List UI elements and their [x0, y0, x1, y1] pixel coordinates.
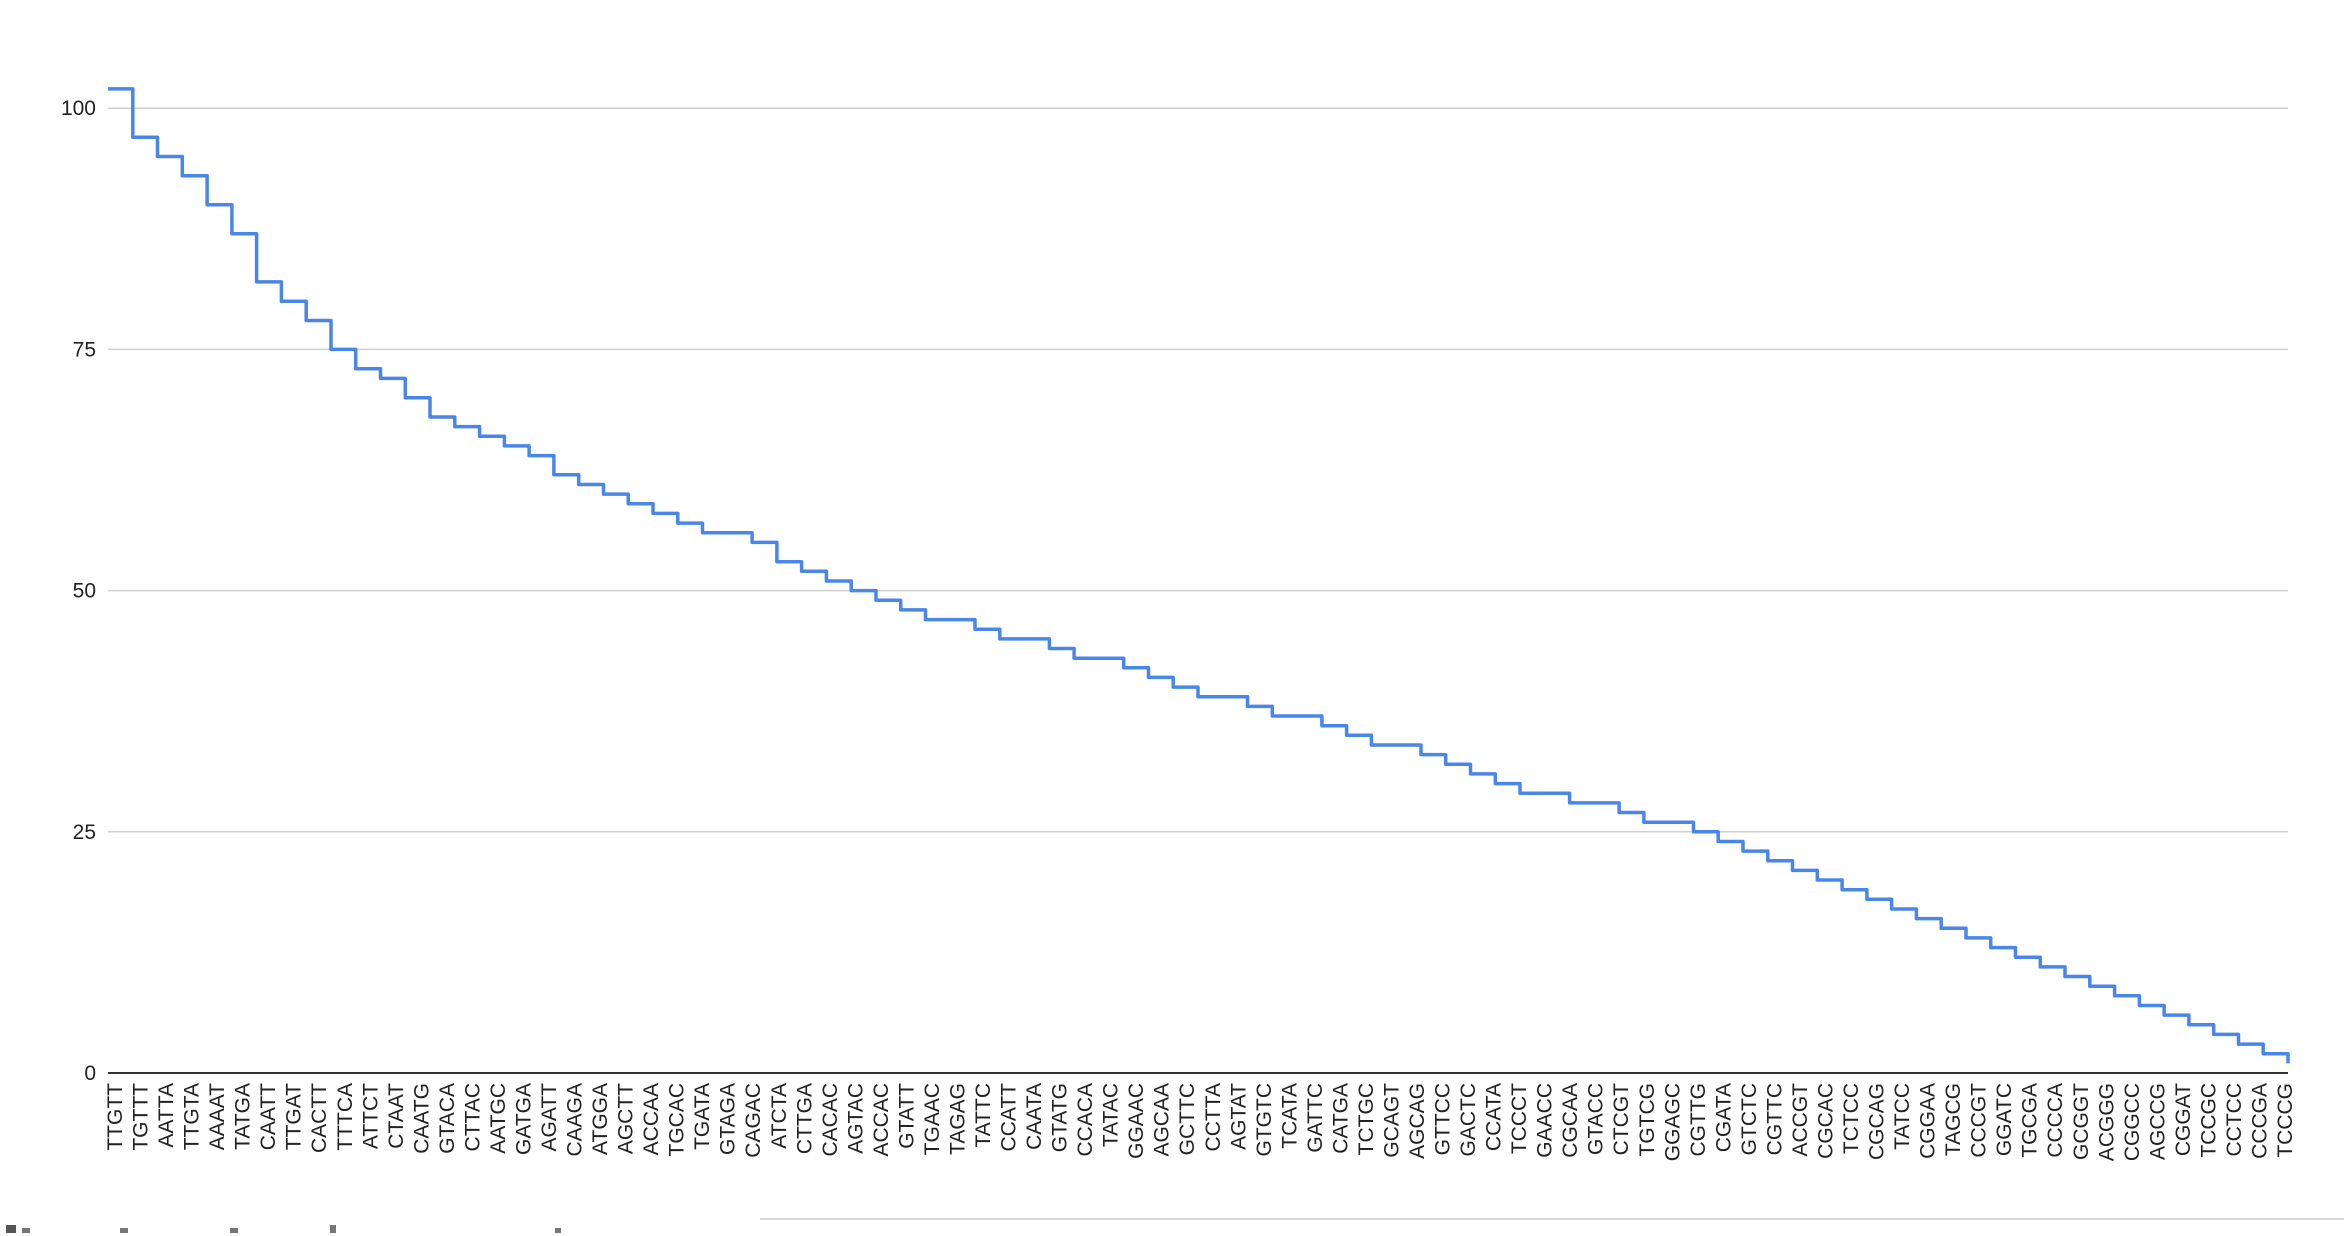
x-tick-label: ATGGA [589, 1083, 612, 1155]
x-tick-label: CGCAG [1866, 1083, 1889, 1160]
x-tick-label: CAAGA [564, 1083, 587, 1157]
x-tick-label: GACTC [1457, 1083, 1480, 1157]
x-tick-label: CGTTC [1763, 1083, 1786, 1155]
x-tick-label: TCTGC [1355, 1083, 1378, 1155]
x-tick-label: TTGTT [104, 1083, 127, 1151]
x-tick-label: TAGCG [1942, 1083, 1965, 1156]
x-tick-label: CTTGA [793, 1083, 816, 1154]
x-tick-label: GTAGA [717, 1083, 740, 1155]
x-tick-label: CGATA [1712, 1083, 1735, 1152]
x-tick-label: TGCAC [666, 1083, 689, 1157]
y-tick-label: 25 [73, 821, 96, 844]
x-tick-label: CGCAA [1559, 1083, 1582, 1158]
x-tick-label: AGCAG [1406, 1083, 1429, 1159]
x-tick-label: TGCGA [2019, 1083, 2042, 1158]
x-tick-label: CGTTG [1687, 1083, 1710, 1157]
x-tick-label: CCTCC [2223, 1083, 2246, 1157]
x-tick-label: TTGAT [283, 1083, 306, 1150]
x-tick-label: AGCAA [1151, 1083, 1174, 1157]
x-tick-label: CCCGA [2249, 1083, 2272, 1159]
y-tick-label: 100 [61, 97, 96, 120]
x-tick-label: GTTCC [1432, 1083, 1455, 1155]
x-tick-label: ATCTA [768, 1083, 791, 1149]
x-tick-label: AGATT [538, 1083, 561, 1152]
x-tick-label: GTCTC [1738, 1083, 1761, 1155]
x-tick-label: GCTTC [1176, 1083, 1199, 1155]
x-tick-label: CAGAC [742, 1083, 765, 1158]
x-tick-label: GTATT [895, 1083, 918, 1149]
x-tick-label: CAATT [257, 1083, 280, 1150]
x-tick-label: CACAC [819, 1083, 842, 1157]
x-tick-label: TCCGC [2197, 1083, 2220, 1158]
x-tick-label: CCCCA [2044, 1083, 2067, 1158]
x-tick-label: AGTAC [844, 1083, 867, 1154]
x-tick-label: GGAGC [1661, 1083, 1684, 1161]
x-tick-label: GTACA [436, 1083, 459, 1154]
x-tick-label: CTAAT [385, 1083, 408, 1149]
x-tick-label: TATCC [1891, 1083, 1914, 1150]
x-tick-label: GTATG [1049, 1083, 1072, 1152]
x-tick-label: CGGAA [1917, 1083, 1940, 1159]
x-tick-label: CTTAC [461, 1083, 484, 1151]
cropped-bottom-strip [6, 1218, 2344, 1233]
x-tick-label: CCATA [1483, 1083, 1506, 1151]
x-tick-label: GCGGT [2070, 1083, 2093, 1160]
x-tick-label: ACGGG [2095, 1083, 2118, 1161]
y-tick-label: 0 [84, 1062, 96, 1085]
x-tick-label: AGCTT [615, 1083, 638, 1154]
x-tick-label: TATTC [972, 1083, 995, 1148]
x-tick-label: CCCGT [1968, 1083, 1991, 1158]
x-tick-label: GATGA [513, 1083, 536, 1155]
x-tick-label: TGTCG [1636, 1083, 1659, 1157]
x-tick-label: AAAAT [206, 1083, 229, 1150]
x-tick-label: CGGCC [2121, 1083, 2144, 1161]
x-tick-label: AATTA [155, 1083, 178, 1148]
x-tick-label: GATTC [1304, 1083, 1327, 1153]
x-tick-label: AGCCG [2146, 1083, 2169, 1160]
series-layer [108, 87, 2290, 1064]
x-tick-label: CACTT [308, 1083, 331, 1153]
x-tick-label: CCTTA [1202, 1083, 1225, 1151]
x-tick-label: GGAAC [1125, 1083, 1148, 1159]
x-tick-label: TGATA [691, 1083, 714, 1150]
x-tick-label: CCATT [998, 1083, 1021, 1152]
x-tick-label: GTGTC [1253, 1083, 1276, 1157]
x-tick-label: TCCCT [1508, 1083, 1531, 1154]
x-tick-label: CTCGT [1610, 1083, 1633, 1155]
x-tick-label: CCACA [1074, 1083, 1097, 1157]
x-tick-label: CAATA [1023, 1083, 1046, 1150]
x-tick-label: ATTCT [359, 1083, 382, 1149]
x-tick-label: TTTCA [334, 1083, 357, 1151]
x-tick-label: AATGC [487, 1083, 510, 1154]
x-tick-label: CAATG [410, 1083, 433, 1154]
x-tick-label: GAACC [1534, 1083, 1557, 1158]
x-tick-label: CGGAT [2172, 1083, 2195, 1156]
x-tick-label: ACCAA [640, 1083, 663, 1155]
x-tick-label: CATGA [1329, 1083, 1352, 1154]
x-tick-label: TGAAC [921, 1083, 944, 1155]
x-tick-label: AGTAT [1227, 1083, 1250, 1150]
series-line [108, 87, 2290, 1064]
x-tick-label: GGATC [1993, 1083, 2016, 1156]
x-tick-label: TATAC [1100, 1083, 1123, 1147]
x-tick-label: TCATA [1278, 1083, 1301, 1149]
gridlines [108, 107, 2288, 1074]
y-tick-label: 50 [73, 580, 96, 603]
x-tick-label: GCAGT [1381, 1083, 1404, 1158]
x-tick-label: TCCCG [2274, 1083, 2297, 1158]
x-axis-ticks: TTGTT TGTTT AATTA TTGTA AAAAT TATGA CAATT TTGAT… [104, 1083, 2297, 1161]
x-tick-label: CGCAC [1815, 1083, 1838, 1159]
x-tick-label: TCTCC [1840, 1083, 1863, 1154]
y-tick-label: 75 [73, 338, 96, 361]
x-tick-label: TATGA [232, 1083, 255, 1150]
x-tick-label: TTGTA [181, 1083, 204, 1150]
x-tick-label: TAGAG [947, 1083, 970, 1155]
x-tick-label: GTACC [1585, 1083, 1608, 1155]
x-tick-label: ACCGT [1789, 1083, 1812, 1157]
x-tick-label: ACCAC [870, 1083, 893, 1157]
y-axis-ticks: 0 25 50 75 100 [61, 97, 96, 1085]
x-tick-label: TGTTT [130, 1083, 153, 1151]
